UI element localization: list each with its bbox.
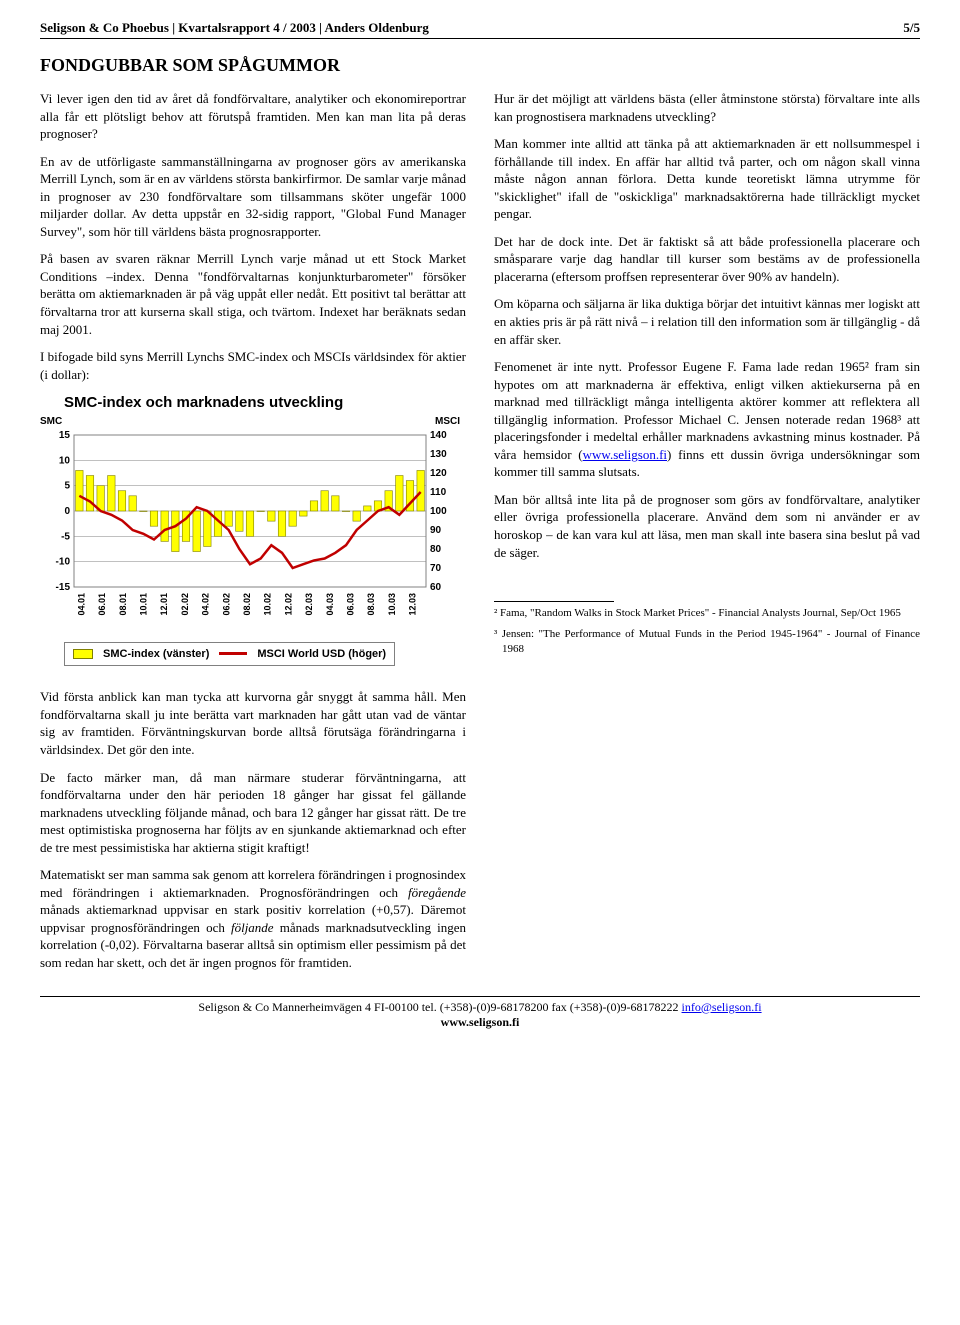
body-paragraph: En av de utförligaste sammanställningarn… bbox=[40, 153, 466, 241]
footer-line-2: www.seligson.fi bbox=[40, 1015, 920, 1031]
chart-title: SMC-index och marknadens utveckling bbox=[64, 393, 466, 413]
svg-text:12.01: 12.01 bbox=[159, 593, 169, 616]
svg-text:60: 60 bbox=[430, 582, 442, 593]
seligson-link[interactable]: www.seligson.fi bbox=[583, 447, 667, 462]
footnote: ³ Jensen: "The Performance of Mutual Fun… bbox=[494, 627, 920, 657]
legend-swatch-line bbox=[219, 652, 247, 655]
article-title: FONDGUBBAR SOM SPÅGUMMOR bbox=[40, 55, 920, 76]
svg-text:-10: -10 bbox=[56, 557, 71, 568]
left-column: Vi lever igen den tid av året då fondför… bbox=[40, 90, 466, 982]
footnote: ² Fama, "Random Walks in Stock Market Pr… bbox=[494, 606, 920, 621]
legend-label-smc: SMC-index (vänster) bbox=[103, 647, 209, 662]
body-paragraph: I bifogade bild syns Merrill Lynchs SMC-… bbox=[40, 348, 466, 383]
svg-text:10.01: 10.01 bbox=[138, 593, 148, 616]
svg-text:06.01: 06.01 bbox=[97, 593, 107, 616]
svg-text:10.03: 10.03 bbox=[387, 593, 397, 616]
svg-text:02.03: 02.03 bbox=[304, 593, 314, 616]
footer-line-1: Seligson & Co Mannerheimvägen 4 FI-00100… bbox=[40, 1000, 920, 1016]
right-axis-label: MSCI bbox=[435, 415, 460, 429]
legend-swatch-bar bbox=[73, 649, 93, 659]
svg-text:04.03: 04.03 bbox=[325, 593, 335, 616]
svg-text:70: 70 bbox=[430, 563, 442, 574]
left-axis-label: SMC bbox=[40, 415, 62, 429]
legend-label-msci: MSCI World USD (höger) bbox=[257, 647, 386, 662]
svg-text:80: 80 bbox=[430, 544, 442, 555]
footer-url: www.seligson.fi bbox=[441, 1015, 520, 1029]
footnote-rule bbox=[494, 601, 614, 602]
smc-msci-chart: 15 10 5 0 -5 -10 -15 140 130 120 110 100 90 80 70 60 04.… bbox=[40, 429, 460, 629]
body-paragraph: Man bör alltså inte lita på de prognoser… bbox=[494, 491, 920, 561]
chart-container: SMC-index och marknadens utveckling SMC … bbox=[40, 393, 466, 676]
svg-text:-5: -5 bbox=[61, 531, 70, 542]
svg-text:02.02: 02.02 bbox=[180, 593, 190, 616]
svg-text:15: 15 bbox=[59, 430, 71, 441]
svg-text:0: 0 bbox=[64, 506, 70, 517]
svg-text:110: 110 bbox=[430, 487, 447, 498]
svg-text:12.02: 12.02 bbox=[283, 593, 293, 616]
body-paragraph: Det har de dock inte. Det är faktiskt så… bbox=[494, 233, 920, 286]
svg-text:90: 90 bbox=[430, 525, 442, 536]
footer-text: Seligson & Co Mannerheimvägen 4 FI-00100… bbox=[198, 1000, 681, 1014]
svg-text:08.01: 08.01 bbox=[118, 593, 128, 616]
svg-text:06.02: 06.02 bbox=[221, 593, 231, 616]
body-paragraph: Om köparna och säljarna är lika duktiga … bbox=[494, 295, 920, 348]
svg-text:5: 5 bbox=[64, 481, 70, 492]
page-header: Seligson & Co Phoebus | Kvartalsrapport … bbox=[40, 20, 920, 39]
svg-text:12.03: 12.03 bbox=[408, 593, 418, 616]
page-footer: Seligson & Co Mannerheimvägen 4 FI-00100… bbox=[40, 996, 920, 1031]
body-paragraph: Hur är det möjligt att världens bästa (e… bbox=[494, 90, 920, 125]
svg-text:10.02: 10.02 bbox=[263, 593, 273, 616]
svg-text:100: 100 bbox=[430, 506, 447, 517]
svg-text:08.02: 08.02 bbox=[242, 593, 252, 616]
chart-legend: SMC-index (vänster) MSCI World USD (höge… bbox=[64, 642, 395, 667]
footer-email-link[interactable]: info@seligson.fi bbox=[682, 1000, 762, 1014]
header-page-number: 5/5 bbox=[903, 20, 920, 36]
body-paragraph: Fenomenet är inte nytt. Professor Eugene… bbox=[494, 358, 920, 481]
main-columns: Vi lever igen den tid av året då fondför… bbox=[40, 90, 920, 982]
svg-text:-15: -15 bbox=[56, 582, 71, 593]
svg-text:04.01: 04.01 bbox=[76, 593, 86, 616]
svg-text:130: 130 bbox=[430, 449, 447, 460]
body-paragraph: Man kommer inte alltid att tänka på att … bbox=[494, 135, 920, 223]
header-left: Seligson & Co Phoebus | Kvartalsrapport … bbox=[40, 20, 429, 36]
body-paragraph: Vid första anblick kan man tycka att kur… bbox=[40, 688, 466, 758]
svg-text:140: 140 bbox=[430, 430, 447, 441]
svg-text:10: 10 bbox=[59, 455, 71, 466]
footnotes: ² Fama, "Random Walks in Stock Market Pr… bbox=[494, 601, 920, 657]
svg-text:06.03: 06.03 bbox=[346, 593, 356, 616]
right-column: Hur är det möjligt att världens bästa (e… bbox=[494, 90, 920, 982]
svg-text:08.03: 08.03 bbox=[366, 593, 376, 616]
body-paragraph: Vi lever igen den tid av året då fondför… bbox=[40, 90, 466, 143]
body-paragraph: De facto märker man, då man närmare stud… bbox=[40, 769, 466, 857]
body-paragraph: På basen av svaren räknar Merrill Lynch … bbox=[40, 250, 466, 338]
svg-text:04.02: 04.02 bbox=[201, 593, 211, 616]
body-paragraph: Matematiskt ser man samma sak genom att … bbox=[40, 866, 466, 971]
svg-text:120: 120 bbox=[430, 468, 447, 479]
